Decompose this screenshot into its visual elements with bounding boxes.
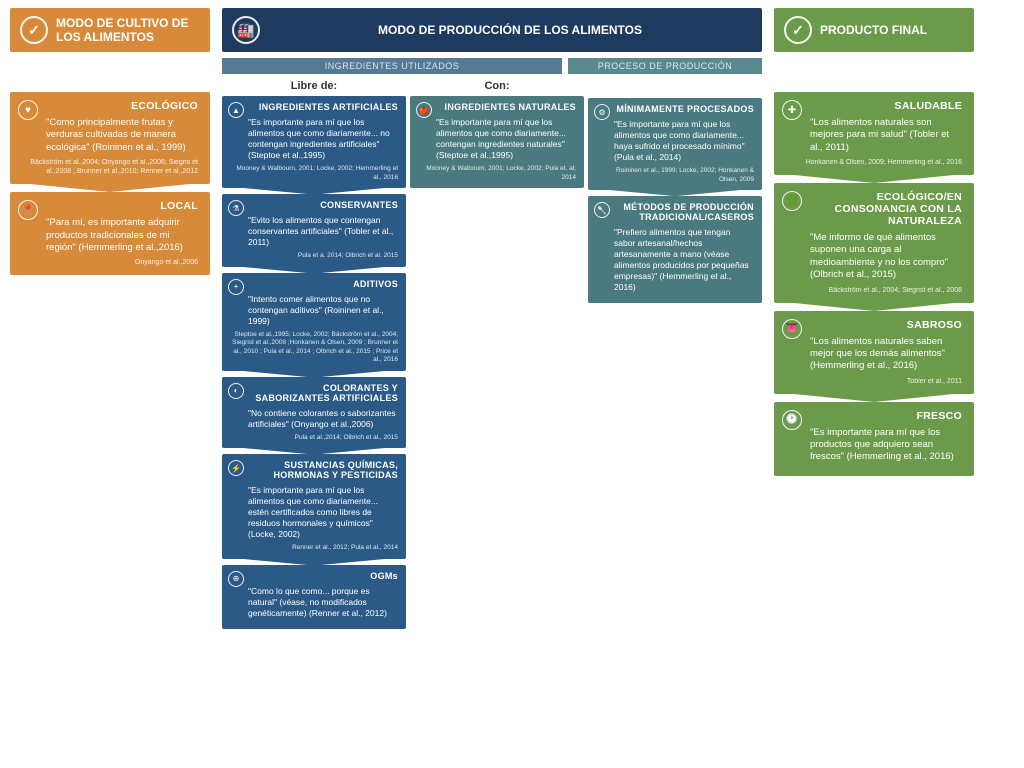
card-quote: "Intento comer alimentos que no contenga… (230, 294, 398, 327)
card-icon: + (228, 279, 244, 295)
leaf-icon: ✓ (20, 16, 48, 44)
card-icon: ✚ (782, 100, 802, 120)
header-final: ✓ PRODUCTO FINAL (774, 8, 974, 52)
card-libre-5: ⊕OGMs "Como lo que como... porque es natu… (222, 565, 406, 629)
card-icon: 🌿 (782, 191, 802, 211)
card-title: SUSTANCIAS QUÍMICAS, HORMONAS Y PESTICID… (230, 460, 398, 480)
card-title: CONSERVANTES (230, 200, 398, 210)
col-final: ✓ PRODUCTO FINAL ✚SALUDABLE "Los alimento… (774, 8, 974, 760)
card-proceso-0: ⚙MÍNIMAMENTE PROCESADOS "Es importante pa… (588, 98, 762, 190)
card-ref: Renner et al., 2012; Pula et al., 2014 (230, 544, 398, 552)
header-label: PRODUCTO FINAL (820, 23, 927, 37)
card-ref: Pula et al.,2014; Olbrich et al., 2015 (230, 434, 398, 442)
header-label: MODO DE CULTIVO DE LOS ALIMENTOS (56, 16, 200, 44)
card-icon: 🍎 (416, 102, 432, 118)
header-label: MODO DE PRODUCCIÓN DE LOS ALIMENTOS (268, 23, 752, 37)
card-ref: Bäckström et al., 2004; Siegrist et al.,… (786, 286, 962, 295)
col-cultivo: ✓ MODO DE CULTIVO DE LOS ALIMENTOS ♥ECOL… (10, 8, 210, 760)
card-libre-2: +ADITIVOS "Intento comer alimentos que no… (222, 273, 406, 371)
card-title: INGREDIENTES NATURALES (418, 102, 576, 112)
card-ref: Roininen et al., 1999; Locke, 2002; Honk… (596, 167, 754, 184)
card-quote: "Es importante para mí que los alimentos… (596, 119, 754, 163)
card-title: SABROSO (786, 319, 962, 331)
card-icon: ♥ (18, 100, 38, 120)
card-icon: 🥄 (594, 202, 610, 218)
card-ref: Pula et a. 2014; Olbrich et al. 2015 (230, 252, 398, 260)
card-ref: Mooney & Walbourn, 2001; Locke, 2002; He… (230, 165, 398, 182)
card-title: OGMs (230, 571, 398, 581)
card-title: ECOLÓGICO/EN CONSONANCIA CON LA NATURALE… (786, 191, 962, 227)
card-quote: "Evito los alimentos que contengan conse… (230, 215, 398, 248)
card-con-0: 🍎INGREDIENTES NATURALES "Es importante pa… (410, 96, 584, 188)
card-icon: 🕐 (782, 410, 802, 430)
card-title: MÉTODOS DE PRODUCCIÓN TRADICIONAL/CASERO… (596, 202, 754, 222)
card-quote: "Como lo que como... porque es natural" … (230, 586, 398, 619)
col-produccion: 🏭 MODO DE PRODUCCIÓN DE LOS ALIMENTOS IN… (222, 8, 762, 760)
card-title: FRESCO (786, 410, 962, 422)
card-icon: ⚡ (228, 460, 244, 476)
card-cultivo-0: ♥ECOLÓGICO "Como principalmente frutas y … (10, 92, 210, 184)
card-icon: ▲ (228, 102, 244, 118)
card-icon: ⊕ (228, 571, 244, 587)
card-ref: Bäckström et al.,2004; Onyango et al.,20… (22, 158, 198, 176)
card-quote: "Es importante para mí que los alimentos… (230, 117, 398, 161)
card-quote: "Me informo de qué alimentos suponen una… (786, 232, 962, 281)
card-ref: Honkanen & Olsen, 2009; Hemmerling et al… (786, 158, 962, 167)
label-con: Con: (410, 80, 584, 92)
card-title: SALUDABLE (786, 100, 962, 112)
card-ref: Mooney & Walboum, 2001; Locke, 2002; Pul… (418, 165, 576, 182)
card-libre-4: ⚡SUSTANCIAS QUÍMICAS, HORMONAS Y PESTICI… (222, 454, 406, 559)
header-cultivo: ✓ MODO DE CULTIVO DE LOS ALIMENTOS (10, 8, 210, 52)
card-title: MÍNIMAMENTE PROCESADOS (596, 104, 754, 114)
card-libre-0: ▲INGREDIENTES ARTIFICIALES "Es importante… (222, 96, 406, 188)
card-final-3: 🕐FRESCO "Es importante para mí que los pr… (774, 402, 974, 476)
card-ref: Onyango et al.,2006 (22, 258, 198, 267)
card-icon: ⚙ (594, 104, 610, 120)
card-title: ECOLÓGICO (22, 100, 198, 112)
card-quote: "Los alimentos naturales son mejores par… (786, 117, 962, 154)
card-quote: "Es importante para mí que los alimentos… (418, 117, 576, 161)
sub-ingredientes: INGREDIENTES UTILIZADOS (222, 58, 562, 74)
card-icon: 👅 (782, 319, 802, 339)
card-icon: ⚗ (228, 200, 244, 216)
card-quote: "Para mí, es importante adquirir product… (22, 217, 198, 254)
sub-proceso: PROCESO DE PRODUCCIÓN (568, 58, 762, 74)
card-quote: "No contiene colorantes o saborizantes a… (230, 408, 398, 430)
subheader-row: INGREDIENTES UTILIZADOS PROCESO DE PRODU… (222, 58, 762, 74)
card-quote: "Prefiero alimentos que tengan sabor art… (596, 227, 754, 293)
label-libre: Libre de: (222, 80, 406, 92)
card-libre-1: ⚗CONSERVANTES "Evito los alimentos que co… (222, 194, 406, 267)
card-title: ADITIVOS (230, 279, 398, 289)
infographic: ✓ MODO DE CULTIVO DE LOS ALIMENTOS ♥ECOL… (10, 8, 1014, 760)
card-final-2: 👅SABROSO "Los alimentos naturales saben m… (774, 311, 974, 394)
card-final-0: ✚SALUDABLE "Los alimentos naturales son m… (774, 92, 974, 175)
card-quote: "Como principalmente frutas y verduras c… (22, 117, 198, 154)
card-quote: "Es importante para mí que los productos… (786, 427, 962, 464)
card-libre-3: ◐COLORANTES Y SABORIZANTES ARTIFICIALES "… (222, 377, 406, 449)
card-ref: Steptoe et al.,1995; Locke, 2002; Bäckst… (230, 331, 398, 365)
factory-icon: 🏭 (232, 16, 260, 44)
card-icon: ◐ (228, 383, 244, 399)
card-proceso-1: 🥄MÉTODOS DE PRODUCCIÓN TRADICIONAL/CASER… (588, 196, 762, 303)
card-title: INGREDIENTES ARTIFICIALES (230, 102, 398, 112)
card-cultivo-1: 📍LOCAL"Para mí, es importante adquirir p… (10, 192, 210, 275)
card-final-1: 🌿ECOLÓGICO/EN CONSONANCIA CON LA NATURAL… (774, 183, 974, 302)
check-icon: ✓ (784, 16, 812, 44)
card-quote: "Es importante para mí que los alimentos… (230, 485, 398, 540)
card-title: LOCAL (22, 200, 198, 212)
header-produccion: 🏭 MODO DE PRODUCCIÓN DE LOS ALIMENTOS (222, 8, 762, 52)
card-quote: "Los alimentos naturales saben mejor que… (786, 336, 962, 373)
card-ref: Tobler et al., 2011 (786, 377, 962, 386)
card-title: COLORANTES Y SABORIZANTES ARTIFICIALES (230, 383, 398, 403)
